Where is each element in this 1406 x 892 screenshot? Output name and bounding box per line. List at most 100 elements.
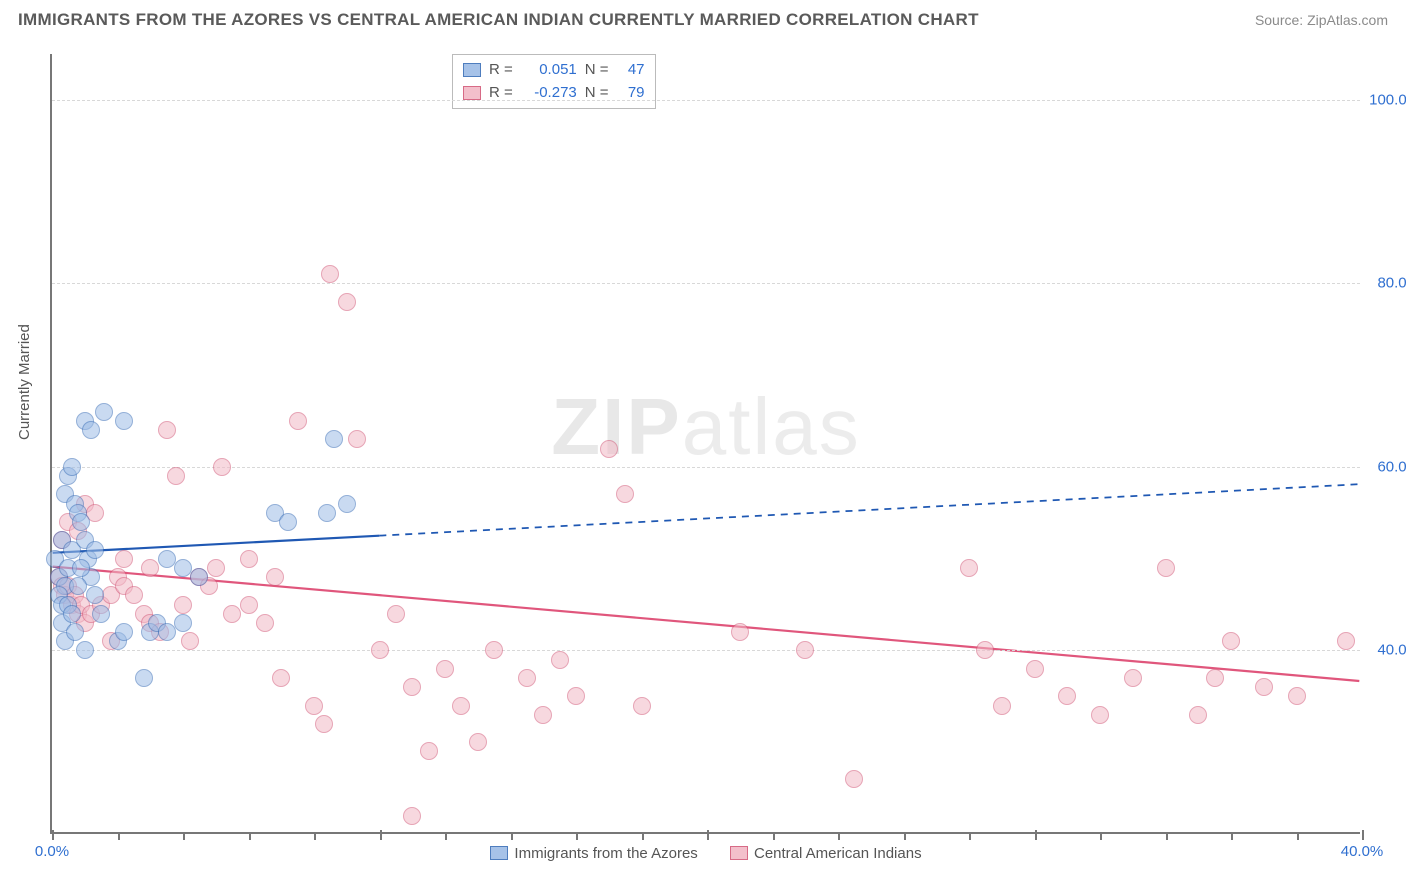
ytick-label: 100.0% bbox=[1365, 91, 1406, 108]
bottom-legend: Immigrants from the Azores Central Ameri… bbox=[52, 845, 1360, 865]
data-point bbox=[240, 596, 258, 614]
data-point bbox=[321, 265, 339, 283]
data-point bbox=[534, 706, 552, 724]
watermark-light: atlas bbox=[682, 382, 861, 471]
ytick-label: 80.0% bbox=[1365, 275, 1406, 292]
data-point bbox=[993, 697, 1011, 715]
xtick bbox=[969, 834, 971, 840]
data-point bbox=[158, 623, 176, 641]
gridline-h bbox=[52, 467, 1360, 468]
data-point bbox=[279, 513, 297, 531]
data-point bbox=[174, 596, 192, 614]
data-point bbox=[485, 641, 503, 659]
data-point bbox=[92, 605, 110, 623]
data-point bbox=[272, 669, 290, 687]
data-point bbox=[69, 577, 87, 595]
stat-N-label: N = bbox=[585, 59, 609, 82]
data-point bbox=[371, 641, 389, 659]
data-point bbox=[66, 623, 84, 641]
data-point bbox=[115, 550, 133, 568]
data-point bbox=[387, 605, 405, 623]
chart-title: IMMIGRANTS FROM THE AZORES VS CENTRAL AM… bbox=[18, 10, 979, 30]
data-point bbox=[240, 550, 258, 568]
data-point bbox=[190, 568, 208, 586]
swatch-series-1 bbox=[463, 63, 481, 77]
data-point bbox=[1091, 706, 1109, 724]
data-point bbox=[845, 770, 863, 788]
stat-N-1: 47 bbox=[617, 59, 645, 82]
chart-plot-area: ZIPatlas R = 0.051 N = 47 R = -0.273 N =… bbox=[50, 54, 1360, 834]
xtick bbox=[707, 830, 709, 840]
stat-R-label: R = bbox=[489, 59, 513, 82]
xtick bbox=[1166, 834, 1168, 840]
xtick bbox=[380, 830, 382, 840]
legend-label-1: Immigrants from the Azores bbox=[514, 845, 697, 862]
data-point bbox=[289, 412, 307, 430]
data-point bbox=[1255, 678, 1273, 696]
data-point bbox=[1337, 632, 1355, 650]
xtick bbox=[1362, 830, 1364, 840]
xtick bbox=[445, 834, 447, 840]
ytick-label: 40.0% bbox=[1365, 642, 1406, 659]
legend-label-2: Central American Indians bbox=[754, 845, 922, 862]
xtick bbox=[511, 834, 513, 840]
xtick bbox=[1297, 834, 1299, 840]
data-point bbox=[141, 559, 159, 577]
data-point bbox=[135, 669, 153, 687]
xtick bbox=[249, 834, 251, 840]
data-point bbox=[256, 614, 274, 632]
data-point bbox=[1157, 559, 1175, 577]
data-point bbox=[72, 559, 90, 577]
data-point bbox=[420, 742, 438, 760]
data-point bbox=[63, 458, 81, 476]
gridline-h bbox=[52, 283, 1360, 284]
legend-swatch-2 bbox=[730, 846, 748, 860]
stat-R-1: 0.051 bbox=[521, 59, 577, 82]
gridline-h bbox=[52, 650, 1360, 651]
data-point bbox=[95, 403, 113, 421]
data-point bbox=[72, 513, 90, 531]
data-point bbox=[115, 412, 133, 430]
xtick bbox=[314, 834, 316, 840]
legend-swatch-1 bbox=[490, 846, 508, 860]
xtick bbox=[52, 830, 54, 840]
xtick bbox=[773, 834, 775, 840]
data-point bbox=[1026, 660, 1044, 678]
data-point bbox=[76, 641, 94, 659]
xtick bbox=[838, 834, 840, 840]
data-point bbox=[1206, 669, 1224, 687]
xtick bbox=[1100, 834, 1102, 840]
xtick-label: 40.0% bbox=[1341, 843, 1384, 860]
data-point bbox=[616, 485, 634, 503]
data-point bbox=[1058, 687, 1076, 705]
data-point bbox=[86, 586, 104, 604]
data-point bbox=[1222, 632, 1240, 650]
xtick-label: 0.0% bbox=[35, 843, 69, 860]
data-point bbox=[551, 651, 569, 669]
data-point bbox=[115, 623, 133, 641]
data-point bbox=[600, 440, 618, 458]
swatch-series-2 bbox=[463, 86, 481, 100]
data-point bbox=[348, 430, 366, 448]
data-point bbox=[318, 504, 336, 522]
watermark: ZIPatlas bbox=[551, 381, 860, 473]
data-point bbox=[266, 568, 284, 586]
data-point bbox=[960, 559, 978, 577]
data-point bbox=[213, 458, 231, 476]
data-point bbox=[223, 605, 241, 623]
source-label: Source: ZipAtlas.com bbox=[1255, 12, 1388, 28]
data-point bbox=[1288, 687, 1306, 705]
data-point bbox=[305, 697, 323, 715]
xtick bbox=[1231, 834, 1233, 840]
data-point bbox=[796, 641, 814, 659]
xtick bbox=[576, 834, 578, 840]
data-point bbox=[567, 687, 585, 705]
data-point bbox=[315, 715, 333, 733]
data-point bbox=[167, 467, 185, 485]
ytick-label: 60.0% bbox=[1365, 458, 1406, 475]
xtick bbox=[183, 834, 185, 840]
watermark-bold: ZIP bbox=[551, 382, 681, 471]
data-point bbox=[1124, 669, 1142, 687]
data-point bbox=[325, 430, 343, 448]
legend-item-1: Immigrants from the Azores bbox=[490, 845, 697, 862]
